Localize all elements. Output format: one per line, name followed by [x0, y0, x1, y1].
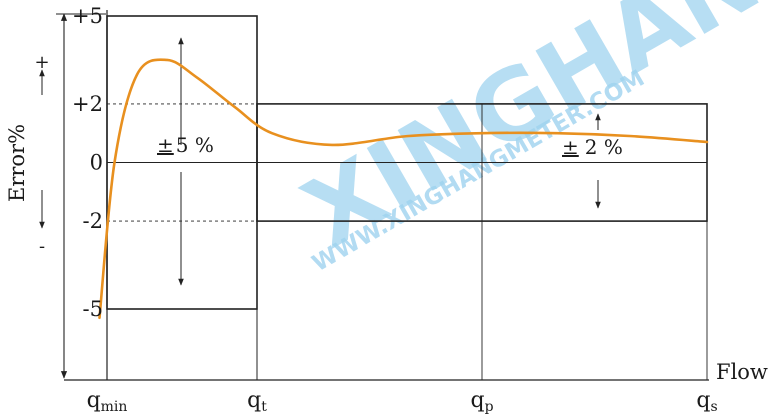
x-tick-base: q	[470, 388, 484, 413]
x-tick-subscript: p	[485, 399, 494, 415]
y-tick-label: 0	[90, 151, 103, 175]
band-label-high: ±2 %	[562, 135, 623, 159]
y-tick-label: +5	[72, 4, 103, 28]
tolerance-bands	[106, 15, 708, 380]
y-axis-label: Error%	[5, 124, 29, 202]
y-sign-plus: +	[34, 52, 49, 73]
y-sign-minus: -	[39, 236, 45, 257]
error-curve-layer	[98, 58, 709, 320]
x-tick-base: q	[87, 388, 101, 413]
x-axis-label: Flow	[716, 360, 768, 384]
band-label-low: ±5 %	[157, 133, 214, 157]
x-tick-label: qp	[470, 388, 493, 415]
band-label-sign: ±	[562, 135, 579, 159]
x-tick-base: q	[247, 388, 261, 413]
error-curve	[98, 58, 709, 320]
x-tick-subscript: s	[710, 399, 717, 415]
y-tick-label: -2	[83, 209, 103, 233]
x-tick-label: qs	[696, 388, 717, 415]
x-tick-subscript: t	[261, 399, 267, 415]
x-tick-subscript: min	[101, 399, 128, 415]
band-label-value: 5 %	[176, 133, 214, 157]
x-tick-label: qt	[247, 388, 267, 415]
band-label-sign: ±	[157, 133, 174, 157]
y-tick-label: -5	[83, 297, 103, 321]
x-tick-label: qmin	[87, 388, 128, 415]
y-tick-label: +2	[72, 92, 103, 116]
band-label-value: 2 %	[585, 135, 623, 159]
x-tick-base: q	[696, 388, 710, 413]
